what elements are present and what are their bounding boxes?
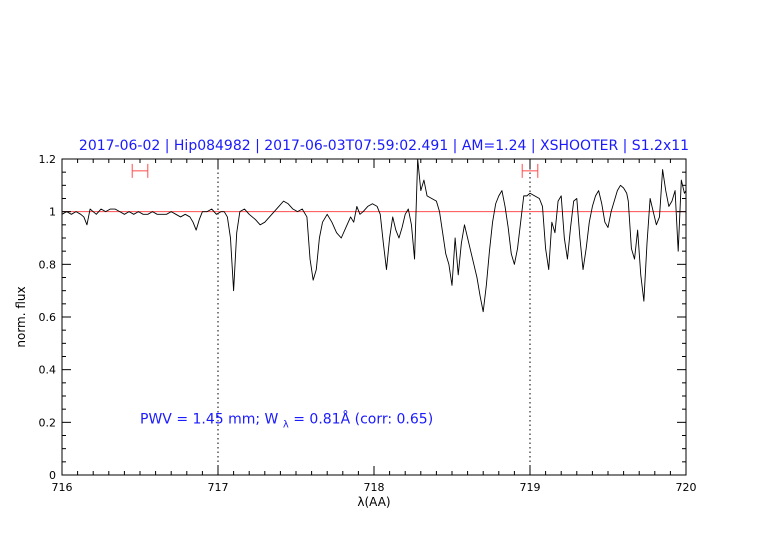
axes: 716 717 718 719 720 0 0.2 0.4 0.6 0.8 1 1.2 <box>39 153 697 494</box>
y-tick-label: 0.2 <box>39 416 57 429</box>
annotation-suffix: = 0.81Å (corr: 0.65) <box>293 411 433 428</box>
annotation-subscript: λ <box>283 420 289 431</box>
x-axis-label: λ(AA) <box>357 495 390 509</box>
pwv-annotation: PWV = 1.45 mm; W λ = 0.81Å (corr: 0.65) <box>140 411 433 432</box>
y-tick-label: 0.4 <box>39 364 57 377</box>
chart-title: 2017-06-02 | Hip084982 | 2017-06-03T07:5… <box>79 138 689 154</box>
y-tick-label: 0.6 <box>39 311 57 324</box>
y-tick-label: 1.2 <box>39 153 57 166</box>
x-tick-label: 719 <box>520 481 541 494</box>
y-axis-label: norm. flux <box>14 286 28 347</box>
spectrum-series-line <box>61 158 687 313</box>
x-tick-label: 716 <box>52 481 73 494</box>
annotation-prefix: PWV = 1.45 mm; W <box>140 412 279 428</box>
x-tick-label: 718 <box>364 481 385 494</box>
x-tick-label: 720 <box>676 481 697 494</box>
y-tick-label: 0.8 <box>39 258 57 271</box>
interval-marker-0 <box>131 163 149 178</box>
plot-area <box>61 158 687 475</box>
interval-marker-1 <box>521 163 539 178</box>
x-tick-label: 717 <box>208 481 229 494</box>
y-tick-label: 0 <box>49 469 56 482</box>
y-tick-label: 1 <box>49 206 56 219</box>
